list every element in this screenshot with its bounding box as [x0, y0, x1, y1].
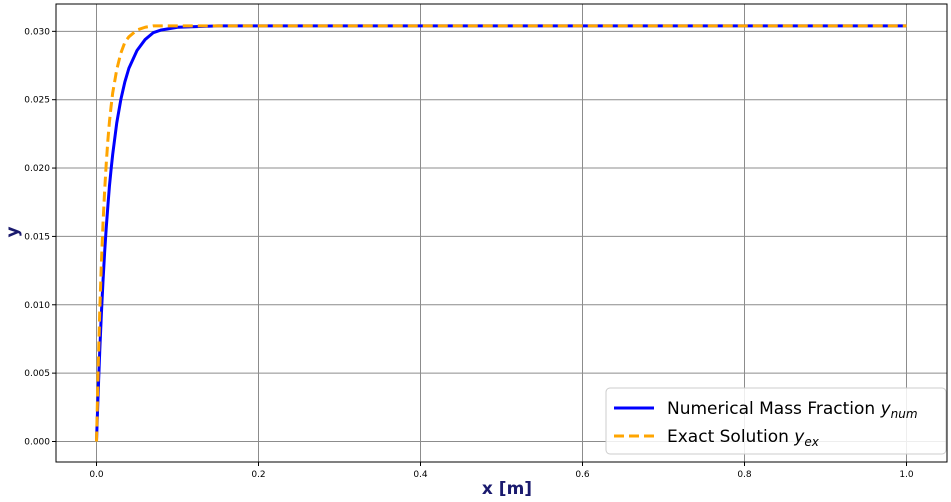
x-tick-label: 0.2	[251, 470, 265, 480]
series-line-exact	[95, 24, 907, 442]
x-tick-label: 0.8	[737, 470, 752, 480]
y-tick-label: 0.020	[24, 164, 50, 174]
x-tick-label: 0.4	[413, 470, 428, 480]
legend-label-exact: Exact Solution yex	[667, 427, 820, 449]
y-tick-label: 0.025	[24, 96, 50, 106]
legend-name-exact: Exact Solution	[667, 427, 789, 447]
x-tick-label: 1.0	[899, 470, 914, 480]
y-tick-label: 0.015	[24, 232, 50, 242]
x-tick-label: 0.6	[575, 470, 590, 480]
y-tick-label: 0.030	[24, 27, 50, 37]
series-layer	[95, 24, 907, 442]
axis-ticks: 0.0 0.2 0.4 0.6 0.8 1.0 0.000 0.005 0.010 0.015 0.…	[24, 27, 914, 480]
legend-sub-exact: ex	[804, 435, 819, 449]
legend: Numerical Mass Fraction ynum Exact Solut…	[605, 387, 947, 455]
x-axis-label: x [m]	[482, 479, 532, 499]
y-tick-label: 0.010	[24, 301, 50, 311]
y-axis-label: y	[3, 226, 23, 237]
y-tick-label: 0.000	[24, 437, 50, 447]
y-tick-label: 0.005	[24, 369, 50, 379]
legend-sub-numerical: num	[891, 407, 918, 421]
x-tick-label: 0.0	[89, 470, 104, 480]
legend-name-numerical: Numerical Mass Fraction	[667, 399, 875, 419]
plot-frame	[55, 3, 948, 463]
legend-label-numerical: Numerical Mass Fraction ynum	[667, 399, 918, 421]
legend-box	[605, 387, 947, 455]
